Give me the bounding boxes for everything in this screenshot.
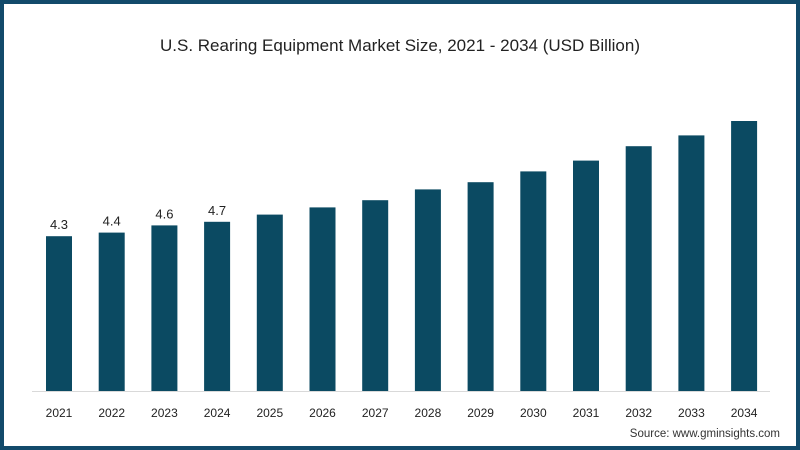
x-tick-label: 2032 <box>625 406 652 420</box>
x-tick-label: 2031 <box>573 406 600 420</box>
bar-2024 <box>204 221 231 391</box>
x-tick-label: 2030 <box>520 406 547 420</box>
bar-2030 <box>520 171 547 391</box>
bar-2025 <box>256 214 283 391</box>
bar-2026 <box>309 207 336 391</box>
data-label: 4.6 <box>155 206 173 221</box>
x-tick-label: 2028 <box>415 406 442 420</box>
bar-2031 <box>573 160 599 391</box>
bar-2029 <box>467 182 494 391</box>
x-tick-label: 2025 <box>256 406 283 420</box>
x-tick-label: 2023 <box>151 406 178 420</box>
x-tick-label: 2026 <box>309 406 336 420</box>
x-tick-label: 2034 <box>731 406 758 420</box>
bar-2032 <box>625 146 652 391</box>
x-tick-label: 2029 <box>467 406 494 420</box>
x-tick-label: 2033 <box>678 406 705 420</box>
bar-2023 <box>151 225 178 391</box>
x-tick-label: 2024 <box>204 406 231 420</box>
x-tick-label: 2022 <box>98 406 125 420</box>
x-tick-label: 2027 <box>362 406 389 420</box>
source-note: Source: www.gminsights.com <box>630 428 780 440</box>
bar-2022 <box>98 232 125 391</box>
bar-2021 <box>46 236 72 391</box>
x-tick-label: 2021 <box>46 406 73 420</box>
bar-2027 <box>362 200 389 391</box>
chart-title: U.S. Rearing Equipment Market Size, 2021… <box>160 36 640 55</box>
data-label: 4.7 <box>208 203 226 218</box>
data-label: 4.4 <box>103 214 121 229</box>
bar-2034 <box>731 121 758 391</box>
data-label: 4.3 <box>50 217 68 232</box>
bar-2033 <box>678 135 705 391</box>
bar-2028 <box>414 189 441 391</box>
